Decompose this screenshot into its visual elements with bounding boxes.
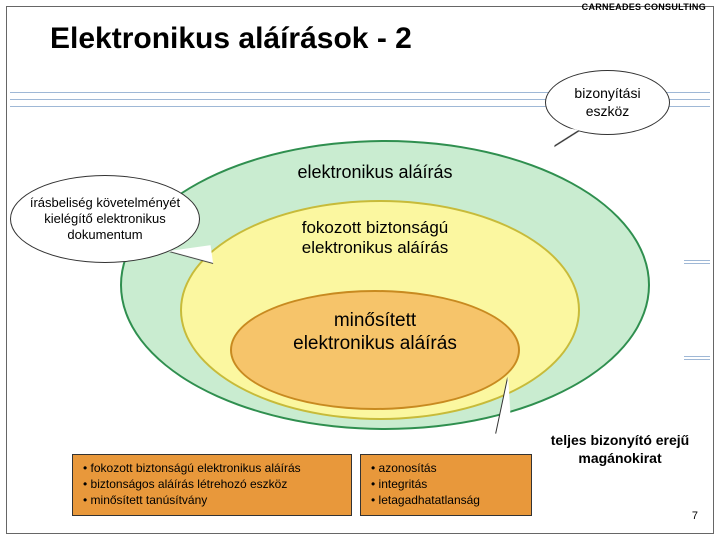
ellipse-outer-label: elektronikus aláírás: [255, 162, 495, 183]
page-title: Elektronikus aláírások - 2: [50, 22, 412, 56]
list-item: fokozott biztonságú elektronikus aláírás: [83, 460, 341, 476]
callout-right: bizonyításieszköz: [545, 70, 670, 135]
callout-bottom: teljes bizonyító erejűmagánokirat: [540, 432, 700, 467]
list-item: azonosítás: [371, 460, 521, 476]
list-box-right: azonosításintegritásletagadhatatlanság: [360, 454, 532, 516]
list-box-left: fokozott biztonságú elektronikus aláírás…: [72, 454, 352, 516]
list-item: integritás: [371, 476, 521, 492]
decorative-line-right-2: [684, 356, 710, 360]
ellipse-middle-label: fokozott biztonságúelektronikus aláírás: [255, 218, 495, 259]
list-item: letagadhatatlanság: [371, 492, 521, 508]
page-number: 7: [692, 510, 698, 522]
callout-right-tail: [553, 126, 578, 150]
list-item: biztonságos aláírás létrehozó eszköz: [83, 476, 341, 492]
ellipse-inner-label: minősítettelektronikus aláírás: [255, 310, 495, 356]
list-item: minősített tanúsítvány: [83, 492, 341, 508]
brand-label: CARNEADES CONSULTING: [582, 2, 706, 12]
decorative-line-right-1: [684, 260, 710, 264]
